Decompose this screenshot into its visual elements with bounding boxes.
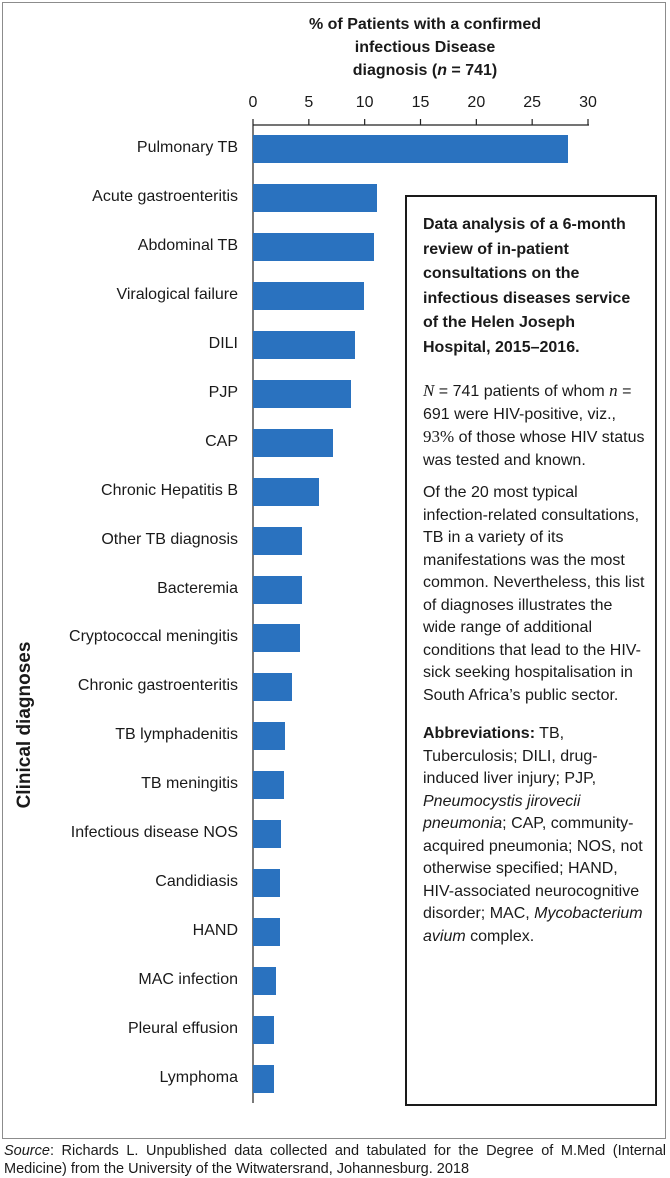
y-category-label: Cryptococcal meningitis: [69, 628, 238, 646]
y-category-label: PJP: [208, 383, 238, 401]
annotation-title: Data analysis of a 6-month review of in-…: [423, 216, 631, 356]
annotation-paragraph-summary: Of the 20 most typical infection-related…: [423, 484, 645, 704]
x-tick-label: 20: [467, 94, 486, 111]
y-category-label: TB meningitis: [141, 775, 238, 793]
y-category-label: MAC infection: [138, 970, 238, 988]
bar: [253, 135, 568, 164]
y-category-label: Viralogical failure: [116, 286, 238, 304]
chart-title-line-2: infectious Disease: [354, 39, 496, 56]
y-category-label: Bacteremia: [157, 579, 238, 597]
x-tick-label: 25: [523, 94, 542, 111]
bar: [253, 477, 319, 506]
y-category-label: Chronic Hepatitis B: [101, 481, 238, 499]
x-tick-label: 30: [579, 94, 597, 111]
bar: [253, 917, 280, 946]
y-category-label: Pulmonary TB: [136, 139, 238, 157]
chart-title-line-3: diagnosis (n = 741): [352, 62, 498, 79]
bar: [253, 233, 374, 262]
bar: [253, 820, 281, 849]
y-category-label: Pleural effusion: [128, 1019, 238, 1037]
figure-frame: [2, 2, 666, 1139]
bar: [253, 379, 352, 408]
y-category-label: Lymphoma: [159, 1068, 238, 1086]
annotation-box: Data analysis of a 6-month review of in-…: [405, 195, 657, 1106]
bar: [253, 428, 334, 457]
bar: [253, 575, 303, 604]
bar: [253, 331, 355, 360]
bar: [253, 868, 280, 897]
bar: [253, 282, 364, 311]
bar: [253, 1015, 275, 1044]
annotation-abbreviations: Abbreviations: TB, Tuberculosis; DILI, d…: [423, 725, 643, 945]
y-category-label: TB lymphadenitis: [115, 726, 238, 744]
y-category-label: CAP: [205, 432, 238, 450]
y-category-label: Other TB diagnosis: [101, 530, 238, 548]
chart-title-line-1: % of Patients with a confirmed: [308, 16, 542, 33]
bar: [253, 771, 285, 800]
bar: [253, 673, 293, 702]
bar: [253, 1064, 275, 1093]
x-tick-label: 5: [304, 94, 314, 111]
y-category-label: Acute gastroenteritis: [92, 188, 238, 206]
source-note: Source: Richards L. Unpublished data col…: [4, 1143, 666, 1177]
y-category-label: Chronic gastroenteritis: [77, 677, 238, 695]
x-tick-label: 15: [411, 94, 430, 111]
y-category-label: Abdominal TB: [137, 237, 238, 255]
y-category-label: DILI: [208, 335, 238, 353]
x-tick-label: 10: [355, 94, 374, 111]
bar: [253, 526, 303, 555]
y-category-label: HAND: [192, 921, 238, 939]
bar: [253, 624, 300, 653]
bar: [253, 966, 277, 995]
bar: [253, 722, 286, 751]
y-category-label: Candidiasis: [155, 872, 238, 890]
bar: [253, 184, 377, 213]
y-axis-title: Clinical diagnoses: [14, 641, 35, 809]
y-category-label: Infectious disease NOS: [70, 824, 238, 842]
annotation-paragraph-patients: N = 741 patients of whom n = 691 were HI…: [423, 381, 645, 469]
x-tick-label: 0: [248, 94, 258, 111]
